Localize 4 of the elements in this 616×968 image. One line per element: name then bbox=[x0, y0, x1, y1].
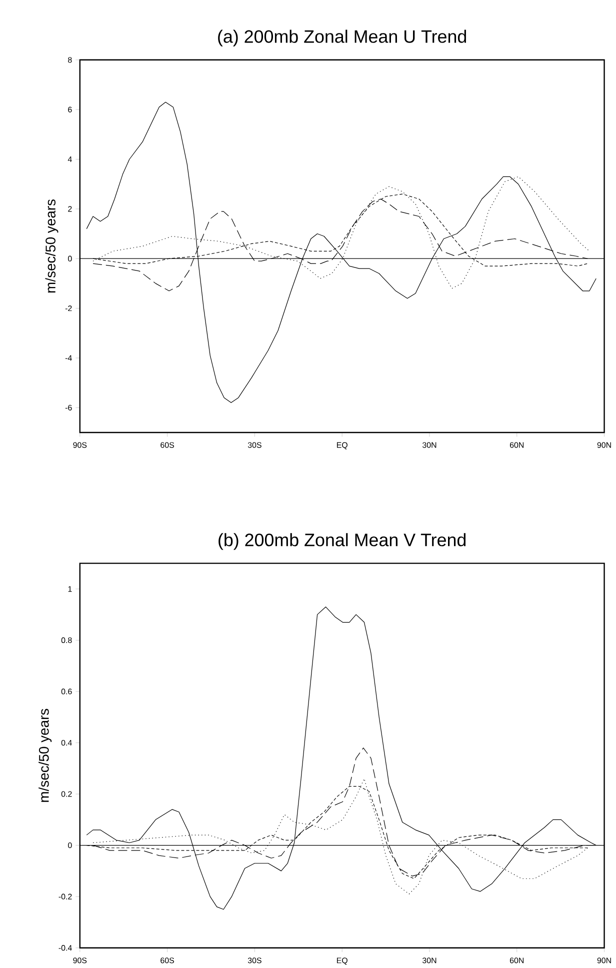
y-axis-title: m/sec/50 years bbox=[45, 199, 58, 292]
chart-title: (b) 200mb Zonal Mean V Trend bbox=[218, 533, 466, 550]
y-axis-title: m/sec/50 years bbox=[38, 708, 52, 802]
chart-title: (a) 200mb Zonal Mean U Trend bbox=[218, 30, 466, 46]
